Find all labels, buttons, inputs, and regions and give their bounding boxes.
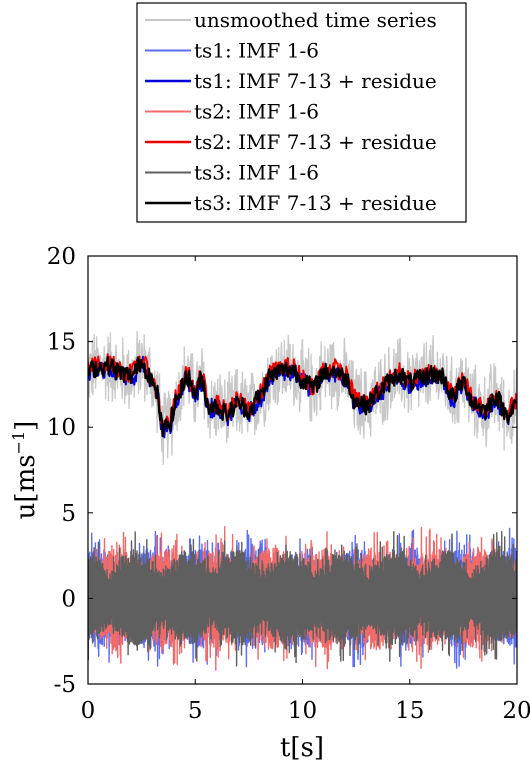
x-tick-label: 0 (81, 698, 96, 724)
legend-entry-label: ts3: IMF 1-6 (194, 161, 319, 185)
legend: unsmoothed time series ts1: IMF 1-6 ts1: I… (136, 2, 467, 223)
legend-entry-label: ts2: IMF 7-13 + residue (194, 130, 437, 154)
x-axis-label: t[s] (280, 733, 324, 762)
y-tick-label: -5 (54, 672, 76, 698)
y-axis-label-exponent: −1 (9, 431, 28, 455)
x-tick-label: 5 (188, 698, 203, 724)
x-tick-label: 20 (502, 698, 530, 724)
legend-entry-label: ts2: IMF 1-6 (194, 100, 319, 124)
y-tick-label: 15 (47, 330, 76, 356)
y-tick-label: 20 (47, 244, 76, 270)
y-tick-label: 5 (61, 501, 76, 527)
legend-entry-label: ts3: IMF 7-13 + residue (194, 191, 437, 215)
y-axis-label: u[ms−1] (9, 421, 41, 520)
y-axis-label-base: u[ms (11, 454, 41, 519)
legend-entry-label: ts1: IMF 1-6 (194, 39, 319, 63)
legend-entry-label: ts1: IMF 7-13 + residue (194, 69, 437, 93)
legend-box (136, 2, 467, 223)
series-line-6 (88, 531, 517, 667)
y-tick-label: 0 (61, 586, 76, 612)
x-tick-label: 15 (395, 698, 424, 724)
y-axis-label-close: ] (11, 421, 41, 431)
y-tick-label: 10 (47, 415, 76, 441)
series-line-1 (88, 330, 517, 466)
x-tick-label: 10 (288, 698, 317, 724)
legend-entry-label: unsmoothed time series (194, 8, 437, 32)
series-line-7 (88, 356, 517, 438)
